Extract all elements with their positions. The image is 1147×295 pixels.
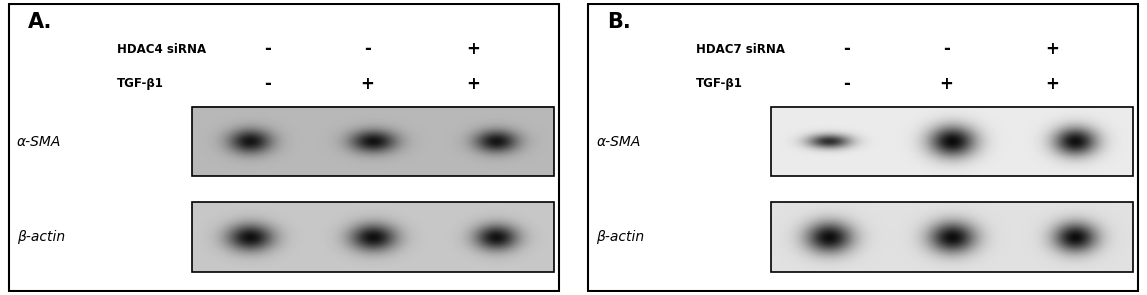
Text: β-actin: β-actin — [596, 230, 645, 244]
Bar — [771, 202, 1133, 272]
Text: +: + — [1045, 40, 1059, 58]
Bar — [192, 107, 554, 176]
Bar — [771, 107, 1133, 176]
Bar — [192, 202, 554, 272]
Text: -: - — [264, 75, 271, 93]
Text: β-actin: β-actin — [17, 230, 65, 244]
Bar — [192, 202, 554, 272]
Text: +: + — [939, 75, 953, 93]
FancyBboxPatch shape — [587, 4, 1139, 291]
Text: A.: A. — [28, 12, 53, 32]
Text: +: + — [466, 40, 479, 58]
FancyBboxPatch shape — [8, 4, 560, 291]
Text: +: + — [360, 75, 374, 93]
Text: -: - — [364, 40, 370, 58]
Text: -: - — [264, 40, 271, 58]
Text: -: - — [943, 40, 950, 58]
Bar — [192, 107, 554, 176]
Text: α-SMA: α-SMA — [596, 135, 640, 149]
Text: -: - — [843, 40, 850, 58]
Text: α-SMA: α-SMA — [17, 135, 61, 149]
Text: +: + — [466, 75, 479, 93]
Text: HDAC7 siRNA: HDAC7 siRNA — [696, 43, 786, 56]
Text: -: - — [843, 75, 850, 93]
Text: TGF-β1: TGF-β1 — [696, 77, 743, 90]
Bar — [771, 202, 1133, 272]
Text: B.: B. — [607, 12, 631, 32]
Text: +: + — [1045, 75, 1059, 93]
Text: HDAC4 siRNA: HDAC4 siRNA — [117, 43, 206, 56]
Bar — [771, 107, 1133, 176]
Text: TGF-β1: TGF-β1 — [117, 77, 164, 90]
